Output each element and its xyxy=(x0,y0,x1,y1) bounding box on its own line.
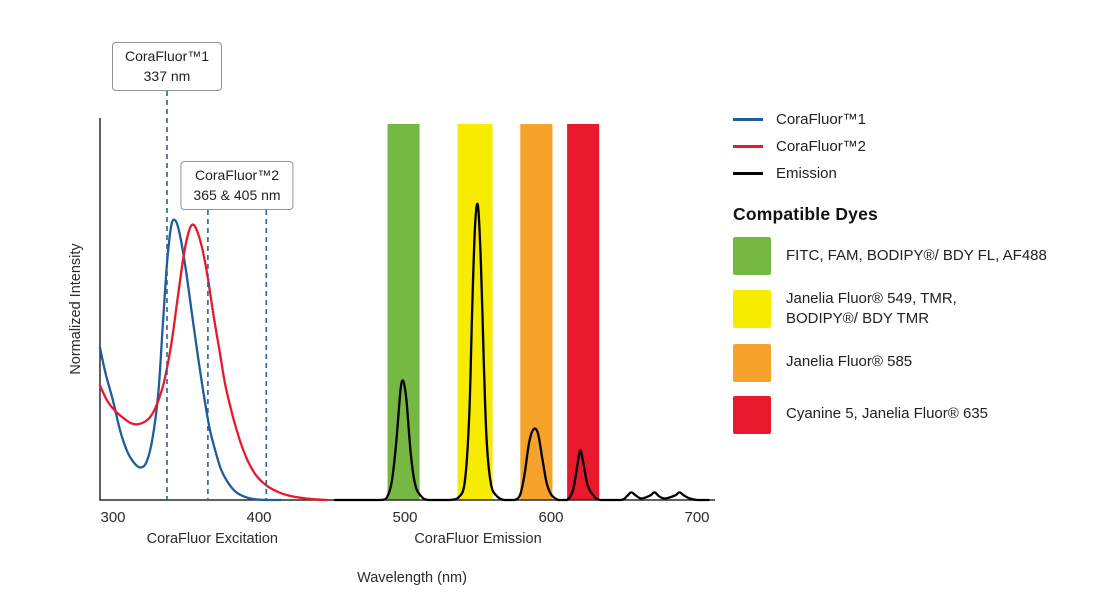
x-tick-label-500: 500 xyxy=(392,509,417,526)
x-tick-label-400: 400 xyxy=(246,509,271,526)
y-axis-label: Normalized Intensity xyxy=(68,243,84,375)
x-axis-label: Wavelength (nm) xyxy=(357,570,467,586)
dye-label-yellow: Janelia Fluor® 549, TMR, BODIPY®/ BDY TM… xyxy=(786,289,957,330)
filter-band-green xyxy=(387,124,420,500)
callout-corafluor1-title: CoraFluor™1 xyxy=(124,48,210,64)
filter-band-orange xyxy=(520,124,553,500)
red-dye-swatch xyxy=(733,395,771,434)
legend-item-emission: Emission xyxy=(733,160,1105,187)
legend-item-corafluor2: CoraFluor™2 xyxy=(733,133,1105,160)
corafluor1-line-swatch xyxy=(733,118,763,121)
dye-label-line: Janelia Fluor® 549, TMR, xyxy=(786,290,957,307)
legend-label-corafluor2: CoraFluor™2 xyxy=(776,138,867,155)
emission-line-swatch xyxy=(733,172,763,175)
dye-label-line: FITC, FAM, BODIPY®/ BDY FL, AF488 xyxy=(786,246,1047,264)
dye-label-line: Janelia Fluor® 585 xyxy=(786,353,913,371)
callout-corafluor1: CoraFluor™1 337 nm xyxy=(111,42,223,92)
yellow-dye-swatch xyxy=(733,290,771,329)
compatible-dyes-heading: Compatible Dyes xyxy=(733,204,878,224)
dye-label-green: FITC, FAM, BODIPY®/ BDY FL, AF488 xyxy=(786,246,1047,266)
callout-corafluor2: CoraFluor™2 365 & 405 nm xyxy=(180,161,294,211)
dye-label-orange: Janelia Fluor® 585 xyxy=(786,352,912,372)
callout-corafluor2-title: CoraFluor™2 xyxy=(194,167,280,183)
filter-band-red xyxy=(567,124,600,500)
green-dye-swatch xyxy=(733,237,771,275)
dye-label-line: Cyanine 5, Janelia Fluor® 635 xyxy=(786,405,989,423)
legend-label-emission: Emission xyxy=(776,165,837,182)
corafluor2-line-swatch xyxy=(733,145,763,148)
legend-item-corafluor1: CoraFluor™1 xyxy=(733,106,1105,133)
axis-annotation-0: CoraFluor Excitation xyxy=(147,531,278,547)
axis-annotation-1: CoraFluor Emission xyxy=(414,531,541,547)
dye-label-line: BODIPY®/ BDY TMR xyxy=(786,310,930,328)
dye-row-yellow: Janelia Fluor® 549, TMR, BODIPY®/ BDY TM… xyxy=(733,289,1105,330)
legend: CoraFluor™1 CoraFluor™2 Emission Compati… xyxy=(733,106,1105,448)
orange-dye-swatch xyxy=(733,343,771,382)
x-tick-label-300: 300 xyxy=(100,509,125,526)
callout-corafluor1-value: 337 nm xyxy=(143,67,191,84)
series-corafluor1 xyxy=(98,218,283,502)
dye-label-red: Cyanine 5, Janelia Fluor® 635 xyxy=(786,404,988,424)
callout-corafluor2-value: 365 & 405 nm xyxy=(193,186,281,203)
dye-row-orange: Janelia Fluor® 585 xyxy=(733,343,1105,382)
dye-row-red: Cyanine 5, Janelia Fluor® 635 xyxy=(733,395,1105,434)
x-tick-label-700: 700 xyxy=(684,509,709,526)
x-tick-label-600: 600 xyxy=(538,509,563,526)
dye-row-green: FITC, FAM, BODIPY®/ BDY FL, AF488 xyxy=(733,237,1105,275)
legend-label-corafluor1: CoraFluor™1 xyxy=(776,111,867,128)
series-emission xyxy=(333,202,710,502)
series-corafluor2 xyxy=(98,223,329,502)
